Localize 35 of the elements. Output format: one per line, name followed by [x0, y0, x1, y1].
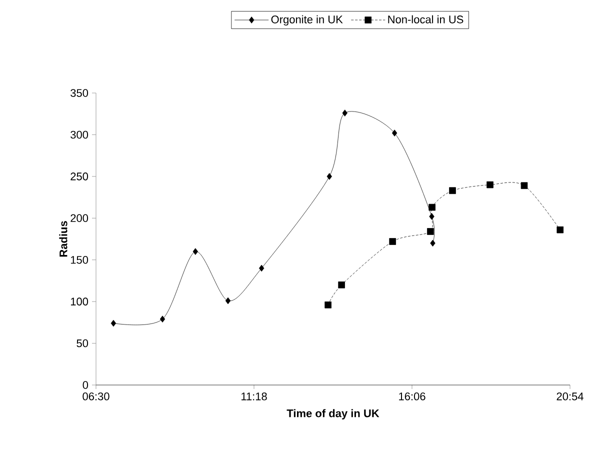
y-tick-label: 100: [70, 298, 88, 306]
y-tick-label: 350: [70, 89, 88, 97]
x-axis-title: Time of day in UK: [286, 409, 380, 420]
point: [429, 213, 434, 220]
y-tick-label: 0: [82, 381, 88, 389]
legend-label: Non-local in US: [388, 15, 464, 24]
point: [449, 187, 456, 194]
point: [392, 130, 398, 136]
y-tick-label: 200: [70, 214, 88, 222]
x-tick-label: 16:06: [399, 392, 426, 400]
point: [192, 248, 198, 255]
point: [326, 173, 332, 180]
x-tick-label: 20:54: [556, 392, 584, 400]
y-tick-label: 300: [70, 130, 88, 139]
y-tick-label: 150: [70, 256, 88, 264]
y-tick-label: 250: [70, 172, 88, 180]
legend-label: Orgonite in UK: [271, 15, 343, 26]
point: [324, 302, 332, 308]
x-tick-label: 11:18: [241, 392, 267, 400]
point: [520, 182, 528, 190]
point: [427, 228, 434, 235]
point: [389, 238, 396, 245]
point: [110, 320, 116, 327]
y-axis-title: Radius: [59, 221, 68, 257]
point: [160, 316, 166, 322]
point: [486, 181, 494, 188]
point: [225, 297, 231, 304]
point: [258, 264, 264, 272]
y-tick-label: 50: [76, 339, 88, 348]
x-tick-label: 06:30: [82, 392, 110, 400]
point: [338, 281, 345, 288]
point: [430, 240, 436, 247]
point: [428, 204, 436, 211]
point: [556, 226, 564, 234]
point: [342, 110, 348, 116]
